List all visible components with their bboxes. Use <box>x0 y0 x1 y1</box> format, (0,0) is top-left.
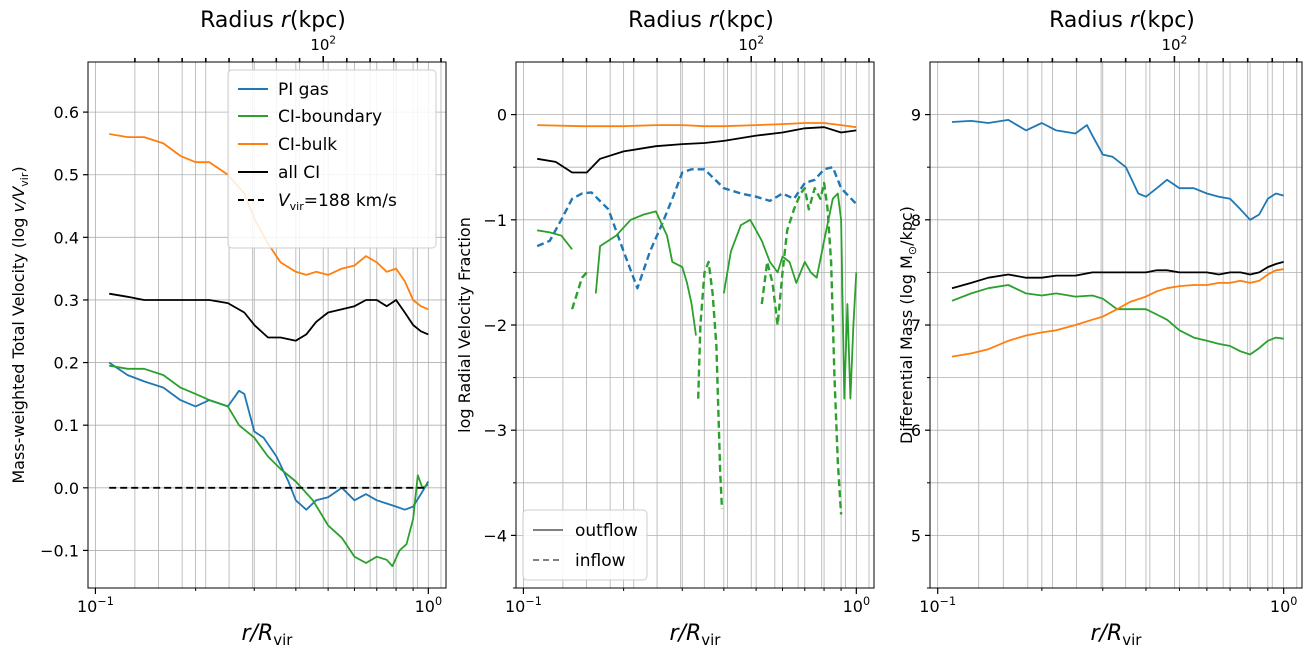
legend-label-ci-bulk: CI-bulk <box>278 135 337 155</box>
legend-panel-2: outflow inflow <box>522 509 648 581</box>
legend-label-all-ci: all CI <box>278 163 320 183</box>
y-tick-label: 0.4 <box>54 228 79 247</box>
series-line-2 <box>109 133 429 311</box>
x-tick-label: 100 <box>843 595 870 616</box>
x-tick-label: 100 <box>1270 595 1297 616</box>
series-group <box>951 119 1284 358</box>
series-line-0 <box>951 119 1284 221</box>
series-line-0 <box>108 361 430 511</box>
y-axis-label: Mass-weighted Total Velocity (log v/Vvir… <box>9 166 31 483</box>
y-tick-label: 0.0 <box>54 479 79 498</box>
y-tick-label: 0.6 <box>54 103 79 122</box>
plot-frame <box>87 61 447 589</box>
series-line-5 <box>722 192 858 400</box>
series-line-3 <box>537 229 573 250</box>
y-tick-label: 9 <box>911 106 921 125</box>
y-tick-label: 7 <box>911 316 921 335</box>
top-tick-label: 102 <box>1162 34 1188 54</box>
legend-label-ci-boundary: CI-boundary <box>278 107 382 127</box>
legend-label-pi-gas: PI gas <box>278 80 329 100</box>
y-tick-label: 0.3 <box>54 291 79 310</box>
grid <box>516 62 874 588</box>
series-line-1 <box>109 364 429 567</box>
x-tick-label: 100 <box>415 595 442 616</box>
y-tick-label: −2 <box>483 316 507 335</box>
series-line-3 <box>951 261 1284 290</box>
y-axis-label: log Radial Velocity Fraction <box>455 217 474 433</box>
x-axis-label: r/Rvir <box>1091 621 1143 646</box>
y-tick-label: −1 <box>483 211 507 230</box>
top-axis-title: Radius r(kpc) <box>200 8 346 33</box>
series-line-3 <box>109 292 429 342</box>
y-axis-label: Differential Mass (log M⊙/kpc) <box>897 206 919 444</box>
y-tick-label: −0.1 <box>40 541 79 560</box>
series-line-8 <box>760 181 843 515</box>
legend-panel-1: PI gas CI-boundary CI-bulk all CI Vvir=1… <box>227 69 437 249</box>
top-axis-title: Radius r(kpc) <box>1049 8 1195 33</box>
legend-label-outflow: outflow <box>575 521 638 541</box>
x-tick-label: 10−1 <box>919 595 956 616</box>
y-tick-label: 0.1 <box>54 416 79 435</box>
y-tick-label: −4 <box>483 526 507 545</box>
series-line-1 <box>951 284 1284 356</box>
series-line-4 <box>594 210 697 336</box>
y-tick-label: 0.5 <box>54 166 79 185</box>
top-tick-label: 102 <box>738 34 764 54</box>
series-line-0 <box>537 122 857 129</box>
y-tick-label: 8 <box>911 211 921 230</box>
y-tick-label: 5 <box>911 526 921 545</box>
legend-label-vvir: Vvir=188 km/s <box>278 191 397 213</box>
series-group <box>536 122 858 515</box>
y-tick-label: 6 <box>911 421 921 440</box>
y-tick-label: 0 <box>497 106 507 125</box>
x-axis-label: r/Rvir <box>670 621 722 646</box>
y-tick-label: 0.2 <box>54 354 79 373</box>
x-axis-label: r/Rvir <box>242 621 294 646</box>
x-tick-label: 10−1 <box>77 595 114 616</box>
series-line-1 <box>537 126 857 174</box>
series-group <box>108 133 430 567</box>
series-line-6 <box>570 271 588 310</box>
y-tick-label: −3 <box>483 421 507 440</box>
series-line-2 <box>536 166 858 290</box>
grid <box>930 62 1302 588</box>
top-axis-title: Radius r(kpc) <box>628 8 774 33</box>
series-line-2 <box>951 268 1284 358</box>
series-line-7 <box>697 260 724 510</box>
top-tick-label: 102 <box>310 34 336 54</box>
x-tick-label: 10−1 <box>505 595 542 616</box>
legend-label-vvir-value: =188 km/s <box>304 191 397 211</box>
legend-label-inflow: inflow <box>575 551 626 571</box>
